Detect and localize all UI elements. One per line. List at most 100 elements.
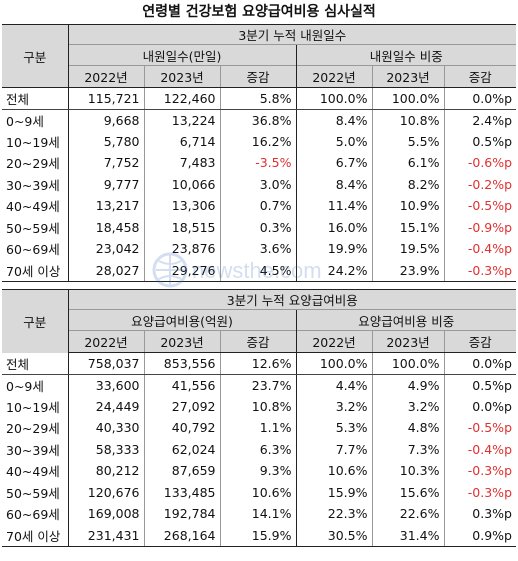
table-cell: 4.8% [371,417,444,439]
table-cell: 24.2% [295,259,372,282]
table-cell: 0.3% [219,216,296,238]
table-row: 전체 758,037 853,556 12.6% 100.0% 100.0% 0.0%p [2,352,516,375]
row-label: 60~69세 [6,242,60,258]
table-cell: 14.1% [219,503,296,525]
table-cell: 10.6% [295,460,372,482]
group-header-right: 내원일수 비중 [295,44,517,66]
table-cell: 15.1% [371,216,444,238]
table-cell: 0.0%p [443,352,516,375]
page-title: 연령별 건강보험 요양급여비용 심사실적 [142,4,376,20]
table-row: 10~19세 24,449 27,092 10.8% 3.2% 3.2% 0.0%p [2,395,516,417]
row-label: 20~29세 [6,156,60,172]
table-row: 0~9세 9,668 13,224 36.8% 8.4% 10.8% 2.4%p [2,109,517,131]
table-cell: 10,066 [143,173,220,195]
table-cell: 8.2% [371,173,444,195]
table-cell: 6.7% [295,152,372,174]
table-row: 70세 이상 231,431 268,164 15.9% 30.5% 31.4% 0.9%p [2,524,516,547]
table-cell: 231,431 [67,524,144,547]
table-cell: -0.4%p [443,238,517,260]
table-cell: 5.5% [371,130,444,152]
table-cell: -0.4%p [443,438,516,460]
table-cell: 100.0% [371,352,444,375]
table-cell: 5.0% [295,130,372,152]
table-cell: 5.8% [219,87,296,110]
row-label: 20~29세 [6,421,60,437]
column-header: 증감 [443,65,517,88]
section-header: 3분기 누적 요양급여비용 [67,289,516,310]
row-label: 50~59세 [6,485,60,501]
row-label: 0~9세 [6,113,44,129]
table-row: 60~69세 169,008 192,784 14.1% 22.3% 22.6% 0.3%p [2,503,516,525]
table-cell: 7,752 [67,152,144,174]
table-cell: 80,212 [67,460,144,482]
table-cell: -0.9%p [443,216,517,238]
table-cell: 28,027 [67,259,144,282]
column-header: 증감 [219,330,296,353]
row-label: 30~39세 [6,177,60,193]
group-header-left: 요양급여비용(억원) [67,309,296,331]
table-cell: 10.9% [371,195,444,217]
table-cell: 87,659 [143,460,220,482]
row-header: 구분 [2,24,68,88]
table-cell: 27,092 [143,395,220,417]
table-row: 10~19세 5,780 6,714 16.2% 5.0% 5.5% 0.5%p [2,130,517,152]
table-cell: 62,024 [143,438,220,460]
table-cell: -0.3%p [443,481,516,503]
table-cell: 1.1% [219,417,296,439]
row-label: 10~19세 [6,134,60,150]
table-cell: 5,780 [67,130,144,152]
group-header-right: 요양급여비용 비중 [295,309,516,331]
table-row: 70세 이상 28,027 29,276 4.5% 24.2% 23.9% -0.3%p [2,259,517,282]
table-cell: 19.9% [295,238,372,260]
row-label: 40~49세 [6,199,60,215]
table-cell: 4.9% [371,374,444,396]
table-cell: 23,876 [143,238,220,260]
table-cell: 0.5%p [443,130,517,152]
row-label: 40~49세 [6,464,60,480]
row-header: 구분 [2,289,68,353]
row-label: 전체 [2,352,68,375]
row-label: 10~19세 [6,399,60,415]
table-cell: 0.0%p [443,395,516,417]
visit-days-table: 구분 3분기 누적 내원일수 내원일수(만일) 내원일수 비중 2022년 20… [2,24,517,282]
column-header: 2023년 [143,330,220,353]
row-label: 70세 이상 [2,259,68,282]
table-cell: -0.5%p [443,195,517,217]
benefit-cost-table: 구분 3분기 누적 요양급여비용 요양급여비용(억원) 요양급여비용 비중 20… [2,289,516,547]
column-header-row: 2022년 2023년 증감 2022년 2023년 증감 [2,330,516,353]
table-cell: -3.5% [219,152,296,174]
row-label: 30~39세 [6,442,60,458]
table-cell: 3.2% [295,395,372,417]
table-cell: 4.5% [219,259,296,282]
table-cell: 36.8% [219,109,296,131]
column-header: 2023년 [371,330,444,353]
row-label: 전체 [2,87,68,110]
table-row: 전체 115,721 122,460 5.8% 100.0% 100.0% 0.0%p [2,87,517,110]
table-cell: 0.5%p [443,374,516,396]
table-cell: 13,306 [143,195,220,217]
table-cell: 15.9% [295,481,372,503]
table-row: 20~29세 40,330 40,792 1.1% 5.3% 4.8% -0.5%p [2,417,516,439]
table-cell: 13,224 [143,109,220,131]
table-cell: -0.5%p [443,417,516,439]
table-cell: 16.2% [219,130,296,152]
table-cell: 6,714 [143,130,220,152]
table-cell: 19.5% [371,238,444,260]
table-cell: 12.6% [219,352,296,375]
table-cell: 10.8% [219,395,296,417]
table-cell: 11.4% [295,195,372,217]
table-cell: 24,449 [67,395,144,417]
table-cell: 10.6% [219,481,296,503]
table-cell: 40,792 [143,417,220,439]
table-cell: 0.9%p [443,524,516,547]
column-header: 2023년 [371,65,444,88]
table-cell: 7.3% [371,438,444,460]
column-header-row: 2022년 2023년 증감 2022년 2023년 증감 [2,65,517,88]
table-row: 40~49세 13,217 13,306 0.7% 11.4% 10.9% -0.5%p [2,195,517,217]
table-row: 20~29세 7,752 7,483 -3.5% 6.7% 6.1% -0.6%p [2,152,517,174]
table-cell: 30.5% [295,524,372,547]
column-header: 2022년 [67,65,144,88]
table-cell: 9,777 [67,173,144,195]
table-row: 50~59세 120,676 133,485 10.6% 15.9% 15.6% -0.3%… [2,481,516,503]
table-cell: 15.6% [371,481,444,503]
